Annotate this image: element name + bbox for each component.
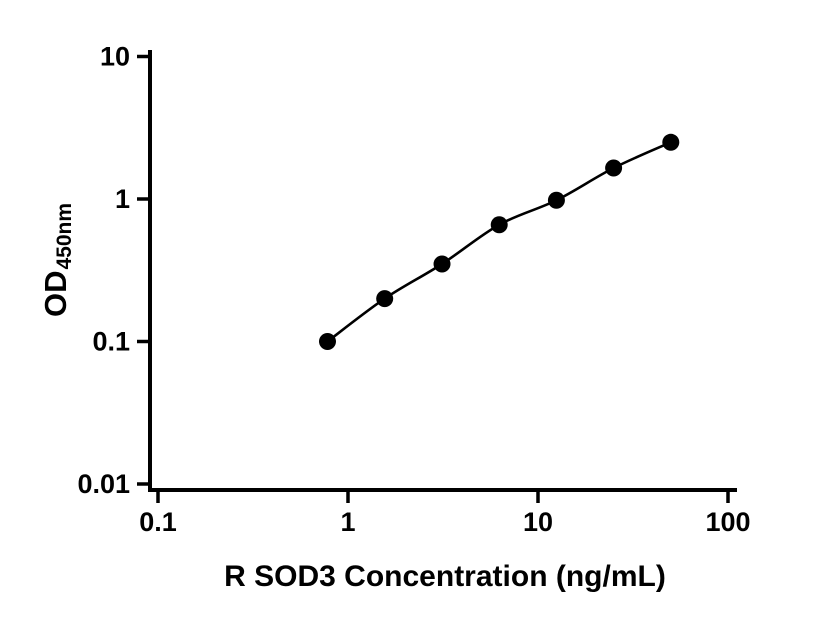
y-axis-title-subscript: 450nm bbox=[53, 202, 76, 270]
x-tick-label: 10 bbox=[523, 507, 553, 537]
data-point bbox=[376, 290, 394, 308]
x-tick-label: 0.1 bbox=[139, 507, 177, 537]
data-point bbox=[490, 216, 508, 234]
data-point bbox=[547, 191, 565, 209]
y-tick-label: 0.1 bbox=[92, 327, 130, 357]
y-axis-title-main: OD bbox=[38, 270, 73, 318]
data-point bbox=[433, 255, 451, 273]
data-point bbox=[318, 333, 336, 350]
x-tick-label: 1 bbox=[340, 507, 355, 537]
y-axis-title: OD450nm bbox=[38, 140, 78, 380]
y-tick-label: 0.01 bbox=[77, 469, 130, 499]
x-tick-label: 100 bbox=[705, 507, 750, 537]
y-tick-label: 10 bbox=[100, 42, 130, 72]
data-point bbox=[605, 159, 623, 177]
x-axis-title: R SOD3 Concentration (ng/mL) bbox=[224, 560, 666, 593]
y-tick-label: 1 bbox=[115, 184, 130, 214]
data-point bbox=[662, 133, 680, 151]
